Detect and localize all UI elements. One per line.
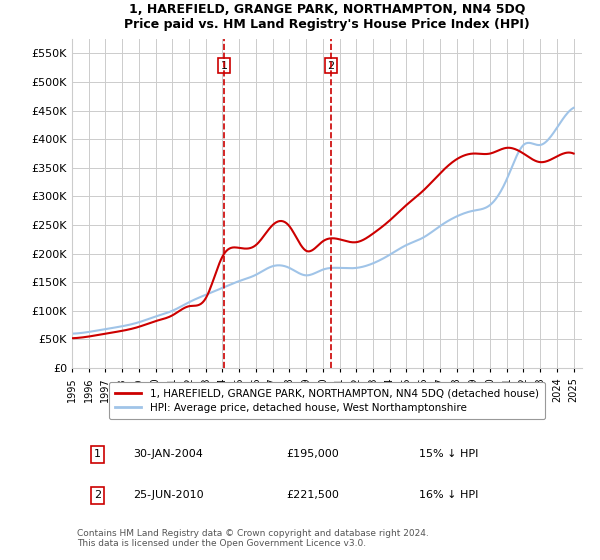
Title: 1, HAREFIELD, GRANGE PARK, NORTHAMPTON, NN4 5DQ
Price paid vs. HM Land Registry': 1, HAREFIELD, GRANGE PARK, NORTHAMPTON, … <box>124 3 530 31</box>
Text: 30-JAN-2004: 30-JAN-2004 <box>133 449 203 459</box>
Text: 2: 2 <box>94 491 101 501</box>
Legend: 1, HAREFIELD, GRANGE PARK, NORTHAMPTON, NN4 5DQ (detached house), HPI: Average p: 1, HAREFIELD, GRANGE PARK, NORTHAMPTON, … <box>109 382 545 419</box>
Text: Contains HM Land Registry data © Crown copyright and database right 2024.
This d: Contains HM Land Registry data © Crown c… <box>77 529 429 548</box>
Text: £195,000: £195,000 <box>286 449 339 459</box>
Text: 25-JUN-2010: 25-JUN-2010 <box>133 491 204 501</box>
Text: £221,500: £221,500 <box>286 491 339 501</box>
Text: 2: 2 <box>327 60 334 71</box>
Text: 1: 1 <box>94 449 101 459</box>
Text: 16% ↓ HPI: 16% ↓ HPI <box>419 491 478 501</box>
Text: 1: 1 <box>220 60 227 71</box>
Text: 15% ↓ HPI: 15% ↓ HPI <box>419 449 478 459</box>
